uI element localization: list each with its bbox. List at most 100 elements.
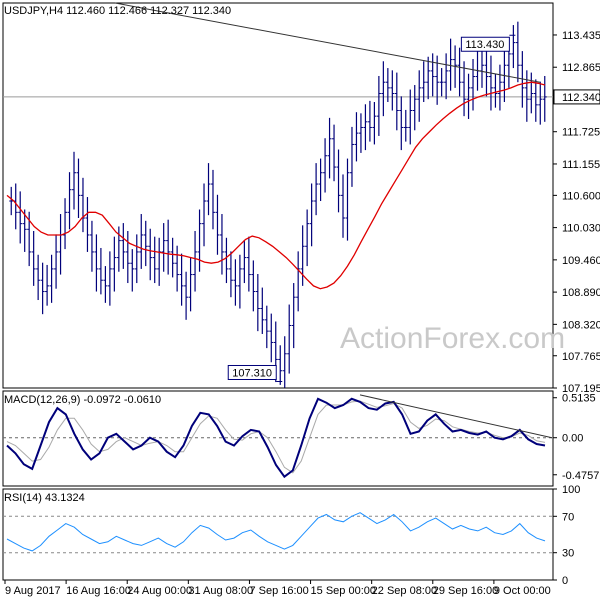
ohlc-bar [439,68,444,97]
price-tick-label: 109.460 [562,255,600,267]
ohlc-bar [318,158,323,202]
ohlc-bar [224,237,229,284]
ohlc-bar [367,100,372,142]
ohlc-bar [22,209,27,252]
ohlc-bar [511,25,516,69]
macd-header: MACD(12,26,9) -0.0972 -0.0610 [4,394,161,406]
ohlc-bar [300,225,305,286]
ohlc-bar [336,149,341,213]
ohlc-bar [72,151,77,210]
ohlc-bar [260,287,265,334]
ohlc-bar [152,236,157,284]
macd-tick-label: 0.00 [562,433,583,445]
ohlc-bar [103,266,108,303]
time-tick-label: 24 Aug 00:00 [127,585,192,597]
ohlc-bar [89,220,94,272]
ohlc-bar [148,228,153,281]
ohlc-bar [94,234,99,292]
ohlc-bar [255,273,260,332]
ohlc-bar [202,183,207,247]
ohlc-bar [251,260,256,312]
rsi-tick-label: 70 [562,511,574,523]
ohlc-bar [121,223,126,269]
ohlc-bar [215,194,220,255]
ohlc-bar [54,234,59,289]
low-annotation-box [227,364,277,380]
ohlc-bar [412,85,417,131]
rsi-tick-label: 100 [562,484,580,496]
ohlc-bar [112,236,117,292]
ohlc-bar [80,177,85,233]
ohlc-bar [533,79,538,122]
ohlc-bar [67,172,72,230]
ohlc-bar [354,112,359,162]
ohlc-bar [76,158,81,218]
time-tick-label: 29 Sep 16:00 [433,585,498,597]
ohlc-bar [219,214,224,275]
macd-trendline [359,394,553,439]
ohlc-bar [341,174,346,238]
price-header: USDJPY,H4 112.460 112.466 112.327 112.34… [4,5,231,17]
ohlc-bar [197,209,202,272]
ohlc-bar [309,183,314,247]
ohlc-bar [466,73,471,119]
ohlc-bar [462,61,467,117]
ohlc-bar [130,249,135,292]
macd-tick-label: -0.4757 [562,470,599,482]
ohlc-bar [237,254,242,309]
ohlc-bar [448,38,453,91]
ohlc-bar [210,169,215,230]
price-tick-label: 107.195 [562,383,600,395]
ohlc-bar [349,126,354,187]
price-tick-label: 108.890 [562,287,600,299]
ohlc-bar [98,247,103,295]
low-annotation-label: 107.310 [232,367,272,379]
price-tick-label: 107.765 [562,351,600,363]
macd-line [6,397,546,479]
ohlc-bar [332,124,337,182]
time-tick-label: 9 Oct 00:00 [494,585,551,597]
ohlc-bar [278,345,283,385]
ohlc-bar [426,56,431,100]
price-tick-label: 111.155 [562,159,600,171]
ohlc-bar [228,251,233,298]
ohlc-bar [85,197,90,252]
ohlc-bar [403,109,408,142]
price-tick-label: 111.725 [562,127,600,139]
ohlc-bar [45,264,50,306]
ohlc-bar [327,117,332,179]
ohlc-bar [323,138,328,193]
ohlc-bar [193,231,198,292]
ohlc-bar [421,61,426,103]
ohlc-bar [188,257,193,312]
ohlc-bar [143,220,148,267]
ohlc-bar [376,75,381,136]
ohlc-bar [40,262,45,315]
ohlc-bar [529,72,534,114]
chart-background [2,2,554,581]
ohlc-bar [515,21,520,83]
price-panel: 113.435112.865112.295111.725111.155110.6… [3,2,600,395]
ohlc-bar [430,53,435,97]
ohlc-bar [246,236,251,292]
rsi-panel: 100 70 30 0 [3,484,580,587]
ohlc-bar [345,158,350,241]
rsi-tick-label: 30 [562,548,574,560]
ohlc-bar [175,245,180,292]
ohlc-bar [282,336,287,388]
ohlc-bar [488,55,493,111]
price-trendline [114,2,541,83]
ohlc-bar [385,68,390,103]
rsi-header: RSI(14) 43.1324 [4,492,85,504]
ohlc-bar [179,253,184,306]
macd-tick-label: 0.5135 [562,393,596,405]
time-tick-label: 31 Aug 08:00 [188,585,253,597]
time-tick-label: 16 Aug 16:00 [66,585,131,597]
ohlc-bar [444,53,449,100]
ohlc-bar [296,251,301,312]
ohlc-bar [394,72,399,131]
ohlc-bar [372,102,377,145]
watermark: ActionForex.com [340,322,565,355]
macd-panel-frame [2,390,554,487]
